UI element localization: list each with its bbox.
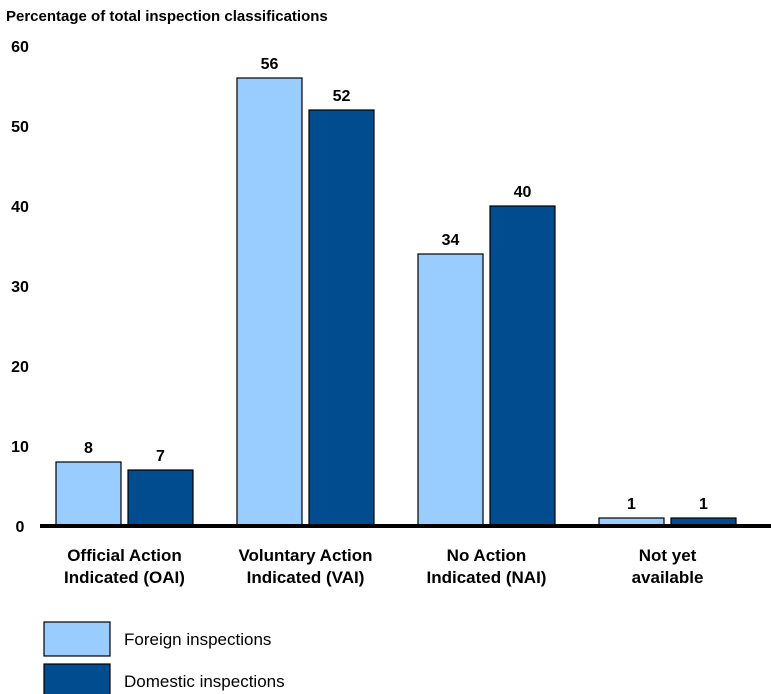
data-label: 52 [333,88,351,105]
bar-foreign [417,253,484,527]
bar-foreign [55,461,122,527]
category-label: Official Action [67,546,182,565]
bar-foreign [236,77,303,527]
category-label: No Action [447,546,527,565]
bar-domestic [489,205,556,527]
y-tick-label: 50 [11,119,29,136]
y-tick-label: 10 [11,439,29,456]
legend-label: Domestic inspections [124,672,285,691]
y-axis-title: Percentage of total inspection classific… [6,8,328,25]
data-label: 1 [627,496,636,513]
data-labels: 8 56 34 1 7 52 40 1 [84,56,708,513]
category-label: Indicated (VAI) [247,568,365,587]
bar-domestic [308,109,375,527]
category-label: Voluntary Action [238,546,372,565]
data-label: 1 [699,496,708,513]
y-tick-label: 30 [11,279,29,296]
y-axis-ticks: 0 10 20 30 40 50 60 [11,39,29,536]
category-label: Indicated (NAI) [427,568,547,587]
y-tick-label: 40 [11,199,29,216]
data-label: 8 [84,440,93,457]
data-label: 56 [261,56,279,73]
category-label: Not yet [639,546,697,565]
data-label: 34 [442,232,460,249]
data-label: 7 [156,448,165,465]
legend: Foreign inspections Domestic inspections [43,621,285,694]
bars [55,77,737,527]
legend-label: Foreign inspections [124,630,271,649]
category-labels: Official Action Indicated (OAI) Voluntary … [64,546,703,587]
data-label: 40 [514,184,532,201]
y-tick-label: 0 [16,519,25,536]
y-tick-label: 20 [11,359,29,376]
category-label: Indicated (OAI) [64,568,185,587]
bar-domestic [127,469,194,527]
legend-swatch [43,621,111,657]
category-label: available [632,568,704,587]
y-tick-label: 60 [11,39,29,56]
legend-swatch [43,663,111,694]
